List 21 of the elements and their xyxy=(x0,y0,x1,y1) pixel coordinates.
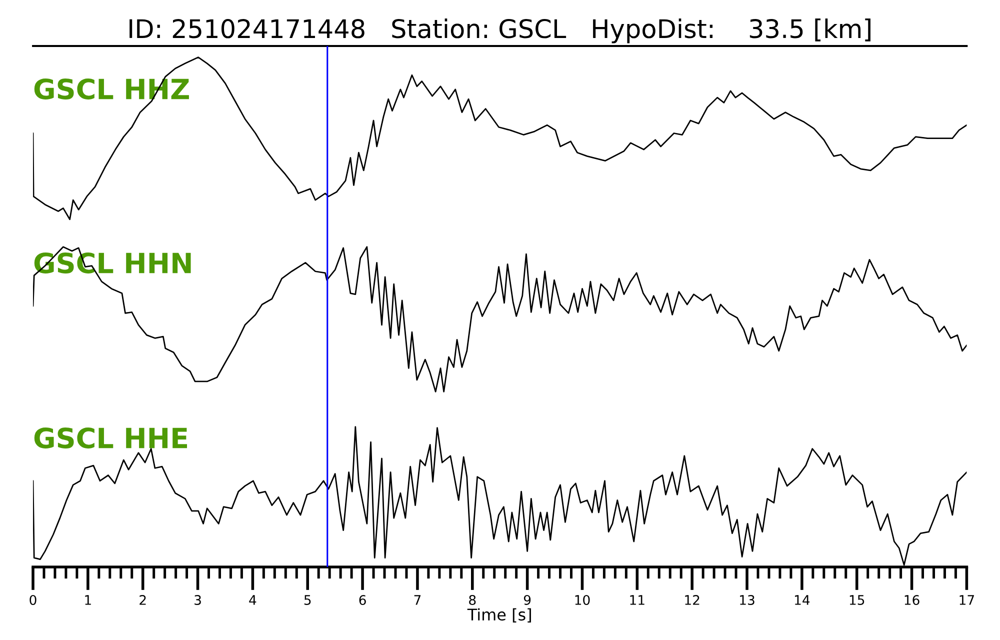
x-tick-label: 16 xyxy=(904,595,920,605)
x-tick-label: 13 xyxy=(740,595,754,605)
x-tick-label: 10 xyxy=(575,595,590,605)
x-tick-label: 0 xyxy=(30,595,36,605)
x-tick-label: 8 xyxy=(469,595,476,605)
x-tick-label: 17 xyxy=(960,595,974,605)
x-tick-label: 4 xyxy=(249,595,256,605)
x-tick-label: 3 xyxy=(194,595,201,605)
x-tick-label: 7 xyxy=(414,595,421,605)
x-tick-label: 14 xyxy=(794,595,810,605)
x-tick-label: 11 xyxy=(630,595,644,605)
x-tick-label: 15 xyxy=(850,595,864,605)
chart-title: ID: 251024171448 Station: GSCL HypoDist: 33.5 [km] xyxy=(130,18,870,44)
x-axis-title: Time [s] xyxy=(467,608,531,622)
x-tick-label: 6 xyxy=(359,595,366,605)
x-tick-label: 9 xyxy=(524,595,531,605)
x-tick-label: 2 xyxy=(140,595,146,605)
series-label: GSCL HHE xyxy=(34,427,187,448)
x-tick-label: 12 xyxy=(685,595,700,605)
x-tick-label: 5 xyxy=(304,595,311,605)
x-tick-label: 1 xyxy=(85,595,91,605)
